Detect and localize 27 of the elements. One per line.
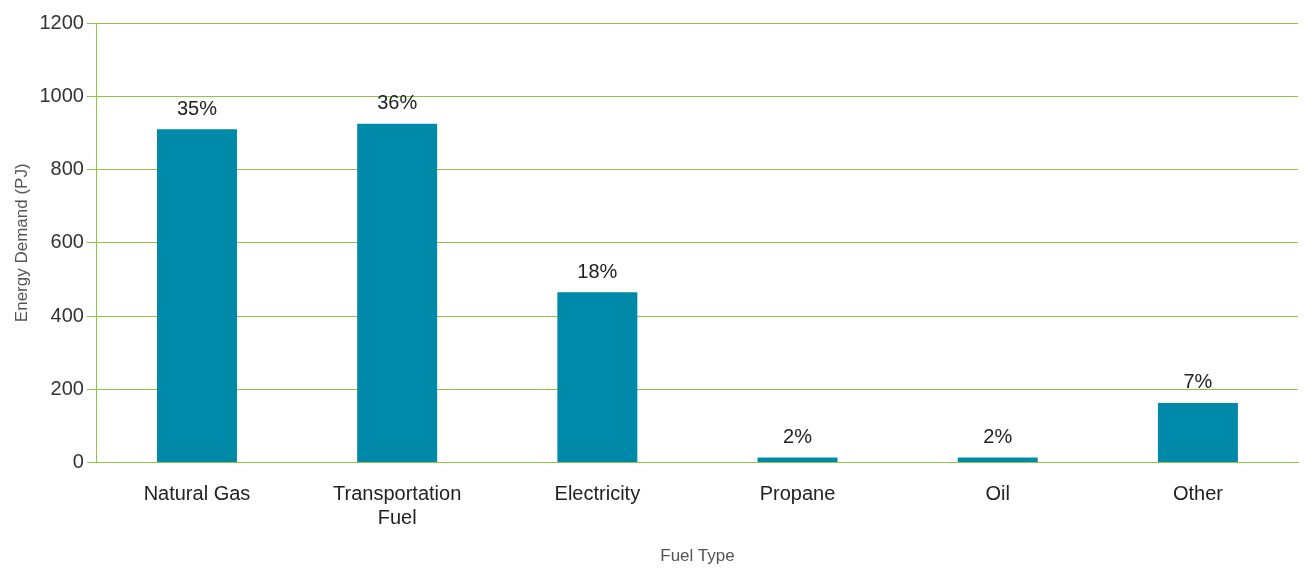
bar (557, 292, 638, 463)
annotation: 2% (783, 424, 813, 447)
x-tick-label: Oil (985, 482, 1010, 505)
bar (357, 123, 438, 463)
x-tick-label: Transportation Fuel (333, 482, 462, 529)
y-tick-label: 400 (50, 303, 84, 326)
x-tick-label: Natural Gas (143, 482, 251, 505)
y-tick-label: 800 (50, 157, 84, 180)
bar (757, 457, 838, 463)
annotation: 7% (1183, 370, 1213, 393)
bar (1157, 402, 1238, 463)
x-axis-title: Fuel Type (660, 546, 735, 566)
annotation: 35% (176, 96, 218, 119)
y-tick-label: 200 (50, 376, 84, 399)
x-tick-label: Propane (759, 482, 836, 505)
annotation: 18% (577, 259, 618, 282)
bar (157, 129, 237, 463)
y-tick-label: 1000 (39, 83, 84, 106)
y-tick-label: 0 (72, 450, 84, 473)
annotation: 2% (983, 424, 1013, 447)
bar (957, 457, 1038, 463)
x-tick-label: Other (1172, 482, 1224, 505)
x-tick-label: Electricity (554, 482, 641, 505)
y-tick-label: 1200 (39, 10, 84, 33)
y-axis-title: Energy Demand (PJ) (11, 163, 31, 323)
annotation: 36% (377, 91, 418, 114)
y-tick-label: 600 (50, 230, 84, 253)
